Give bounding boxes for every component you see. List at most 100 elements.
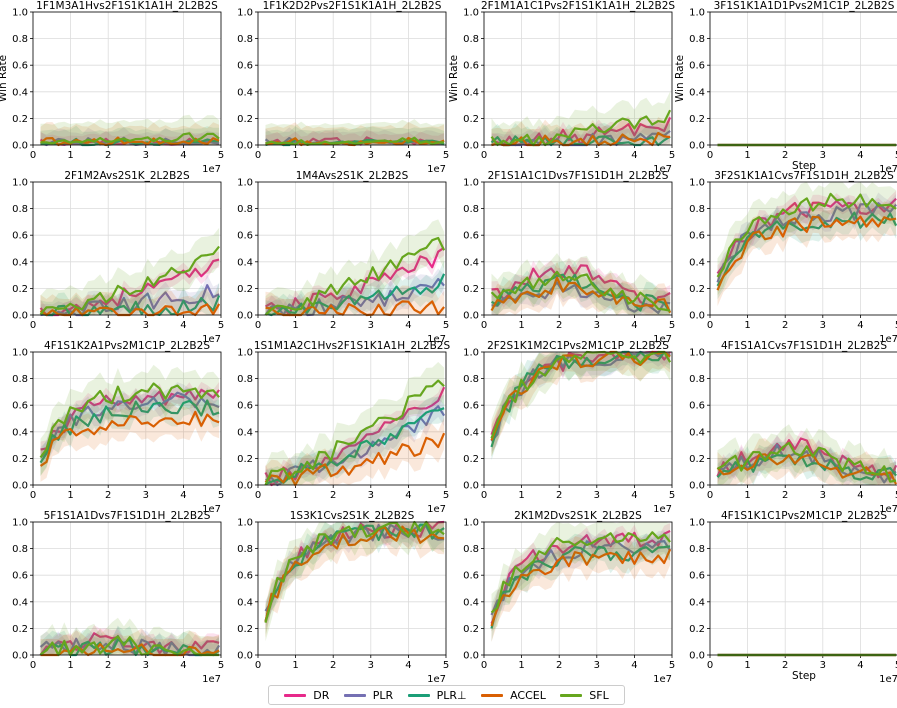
x-tick-label: 3 bbox=[820, 490, 826, 501]
y-tick-label: 0.6 bbox=[12, 231, 28, 242]
x-tick-label: 2 bbox=[782, 660, 788, 671]
y-tick-label: 1.0 bbox=[689, 348, 705, 359]
y-axis-label: Win Rate bbox=[674, 55, 686, 102]
x-tick-label: 0 bbox=[255, 490, 261, 501]
series-band-sfl bbox=[265, 522, 445, 642]
y-tick-label: 0.8 bbox=[463, 374, 479, 385]
series-band-dr bbox=[491, 523, 671, 632]
series-line-plr bbox=[39, 391, 220, 459]
series-line-accel bbox=[716, 453, 897, 485]
x-tick-label: 4 bbox=[405, 320, 411, 331]
y-tick-label: 0.0 bbox=[689, 481, 705, 492]
x-tick-label: 2 bbox=[556, 660, 562, 671]
y-tick-label: 0.2 bbox=[12, 114, 28, 125]
subplot-7: 2F1S1A1C1Dvs7F1S1D1H_2L2B2S 0 1 2 3 4 5 0.0 0.2 0… bbox=[463, 170, 675, 345]
x-exponent-label: 1e7 bbox=[653, 164, 672, 175]
y-tick-label: 0.2 bbox=[689, 624, 705, 635]
x-exponent-label: 1e7 bbox=[879, 334, 897, 345]
axes-frame bbox=[483, 11, 673, 146]
y-tick-label: 0.6 bbox=[689, 231, 705, 242]
y-tick-label: 0.4 bbox=[237, 87, 253, 98]
y-tick-label: 0.2 bbox=[12, 454, 28, 465]
x-tick-label: 2 bbox=[105, 320, 111, 331]
x-tick-label: 0 bbox=[255, 150, 261, 161]
subplot-title: 4F1S1K1C1Pvs2M1C1P_2L2B2S bbox=[721, 510, 887, 522]
x-tick-label: 3 bbox=[143, 660, 149, 671]
x-tick-label: 3 bbox=[368, 660, 374, 671]
y-tick-label: 0.0 bbox=[463, 651, 479, 662]
x-tick-label: 0 bbox=[481, 320, 487, 331]
x-exponent-label: 1e7 bbox=[202, 164, 221, 175]
x-tick-label: 3 bbox=[594, 660, 600, 671]
subplot-title: 2F1M2Avs2S1K_2L2B2S bbox=[64, 170, 190, 182]
x-tick-label: 5 bbox=[895, 150, 897, 161]
y-tick-label: 0.6 bbox=[12, 571, 28, 582]
series-line-dr bbox=[264, 386, 446, 487]
series-line-plr-perp bbox=[265, 273, 446, 317]
subplot-title: 3F1S1K1A1D1Pvs2M1C1P_2L2B2S bbox=[714, 0, 895, 12]
x-tick-label: 1 bbox=[292, 660, 298, 671]
y-tick-label: 1.0 bbox=[12, 8, 28, 19]
series-line-dr bbox=[39, 632, 220, 657]
x-tick-label: 0 bbox=[255, 320, 261, 331]
subplot-10: 1S1M1A2C1Hvs2F1S1K1A1H_2L2B2S 0 1 2 3 4 5 0.0 0.… bbox=[237, 340, 450, 515]
x-tick-label: 2 bbox=[556, 490, 562, 501]
series-band-accel bbox=[40, 121, 220, 145]
series-line-sfl bbox=[265, 136, 445, 146]
x-tick-label: 0 bbox=[30, 150, 36, 161]
x-tick-label: 4 bbox=[405, 490, 411, 501]
y-tick-label: 0.6 bbox=[12, 401, 28, 412]
x-tick-label: 5 bbox=[443, 490, 449, 501]
x-exponent-label: 1e7 bbox=[653, 504, 672, 515]
x-tick-label: 1 bbox=[518, 150, 524, 161]
axes-frame bbox=[709, 521, 897, 656]
x-exponent-label: 1e7 bbox=[653, 334, 672, 345]
x-tick-label: 1 bbox=[67, 660, 73, 671]
series-line-accel bbox=[490, 548, 672, 627]
series-line-sfl bbox=[264, 236, 446, 316]
y-tick-label: 0.8 bbox=[12, 544, 28, 555]
subplot-title: 1F1K2D2Pvs2F1S1K1A1H_2L2B2S bbox=[263, 0, 442, 12]
y-tick-label: 1.0 bbox=[689, 178, 705, 189]
y-tick-label: 0.0 bbox=[12, 311, 28, 322]
subplot-title: 1F1M3A1Hvs2F1S1K1A1H_2L2B2S bbox=[36, 0, 218, 12]
series-line-sfl bbox=[39, 245, 220, 315]
series-band-sfl bbox=[491, 522, 671, 632]
series-band-plr bbox=[40, 382, 220, 469]
series-band-accel bbox=[265, 417, 445, 485]
y-tick-label: 0.6 bbox=[237, 61, 253, 72]
series-band-dr bbox=[40, 381, 220, 458]
subplot-8: 3F2S1K1A1Cvs7F1S1D1H_2L2B2S 0 1 2 3 4 5 0.0 0.2 0… bbox=[689, 170, 897, 345]
axes-frame bbox=[32, 521, 222, 656]
series-line-sfl bbox=[490, 270, 671, 312]
x-exponent-label: 1e7 bbox=[202, 334, 221, 345]
series-band-plr-perp bbox=[717, 199, 897, 300]
x-tick-label: 5 bbox=[669, 490, 675, 501]
x-axis-label: Step bbox=[792, 670, 816, 682]
y-tick-label: 0.4 bbox=[689, 87, 705, 98]
series-line-accel bbox=[491, 131, 671, 147]
y-tick-label: 0.6 bbox=[12, 61, 28, 72]
series-line-dr bbox=[264, 246, 445, 317]
y-axis-label: Win Rate bbox=[0, 55, 9, 102]
subplot-6: 1M4Avs2S1K_2L2B2S 0 1 2 3 4 5 0.0 0.2 0.4 0.6 0.8 1.… bbox=[237, 170, 449, 345]
x-tick-label: 2 bbox=[556, 150, 562, 161]
subplot-4: 3F1S1K1A1D1Pvs2M1C1P_2L2B2S 0 1 2 3 4 5 0.0 0.2 0… bbox=[674, 0, 897, 175]
axes-frame bbox=[709, 351, 897, 486]
y-tick-label: 0.8 bbox=[463, 34, 479, 45]
y-tick-label: 0.6 bbox=[463, 231, 479, 242]
x-tick-label: 5 bbox=[218, 150, 224, 161]
x-tick-label: 2 bbox=[330, 150, 336, 161]
x-tick-label: 4 bbox=[631, 660, 637, 671]
series-line-accel bbox=[264, 525, 445, 623]
axes-frame bbox=[257, 11, 447, 146]
axes-frame bbox=[32, 351, 222, 486]
y-tick-label: 0.2 bbox=[237, 114, 253, 125]
series-band-plr bbox=[491, 271, 671, 315]
y-tick-label: 0.4 bbox=[463, 597, 479, 608]
y-tick-label: 0.0 bbox=[463, 311, 479, 322]
x-tick-label: 4 bbox=[180, 150, 186, 161]
y-tick-label: 0.8 bbox=[689, 544, 705, 555]
x-exponent-label: 1e7 bbox=[202, 504, 221, 515]
